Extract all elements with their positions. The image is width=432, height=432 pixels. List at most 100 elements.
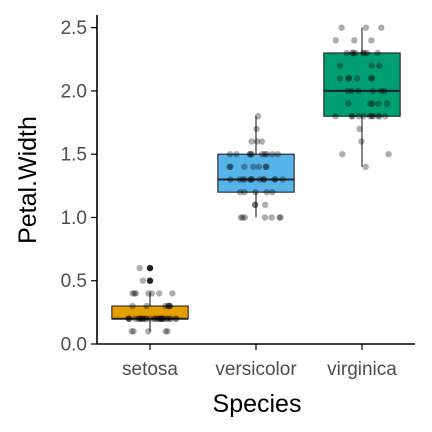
data-point <box>254 113 262 120</box>
data-point <box>368 62 375 69</box>
data-point <box>247 176 254 183</box>
data-point <box>253 125 260 133</box>
data-point <box>132 315 139 322</box>
data-point <box>236 189 244 196</box>
y-tick-label: 2.5 <box>61 18 87 39</box>
data-point <box>131 290 138 297</box>
data-point <box>360 113 367 120</box>
data-point <box>156 315 163 322</box>
data-point <box>157 315 165 322</box>
data-point <box>338 24 345 31</box>
data-point <box>239 214 246 221</box>
data-point <box>345 75 353 82</box>
data-point <box>151 315 158 322</box>
box-body <box>323 52 401 117</box>
data-point <box>368 113 376 120</box>
data-point <box>162 328 169 335</box>
data-point <box>382 113 389 120</box>
y-tick-label: 0.5 <box>61 271 87 292</box>
data-point <box>248 138 255 145</box>
data-point <box>226 163 233 170</box>
data-point <box>355 113 363 120</box>
data-point <box>344 87 351 95</box>
data-point <box>162 302 169 310</box>
data-point <box>145 290 152 297</box>
data-point <box>159 315 166 322</box>
data-point <box>138 315 145 322</box>
data-point <box>241 189 248 196</box>
data-point <box>251 201 259 208</box>
data-point <box>247 151 254 158</box>
data-point <box>368 75 375 82</box>
data-point <box>129 290 136 297</box>
data-point <box>378 24 385 31</box>
data-point <box>156 290 163 297</box>
data-point <box>263 163 270 170</box>
data-point <box>351 37 358 44</box>
data-point <box>164 328 171 335</box>
y-tick-label: 1.0 <box>61 208 87 229</box>
x-ticks: setosa versicolor virginica <box>122 344 397 380</box>
data-point <box>252 201 259 208</box>
data-point <box>165 302 172 310</box>
data-point <box>269 151 276 158</box>
data-point <box>147 315 154 322</box>
data-point <box>167 315 174 322</box>
data-point <box>136 315 143 322</box>
data-point <box>160 315 167 322</box>
data-point <box>172 315 179 322</box>
data-point <box>226 151 234 158</box>
data-point <box>362 163 369 170</box>
data-point <box>376 113 383 120</box>
data-point <box>348 113 355 120</box>
data-point <box>263 189 270 196</box>
data-point <box>345 100 352 107</box>
data-point <box>143 315 150 322</box>
data-point <box>261 214 269 221</box>
data-point <box>375 113 382 120</box>
data-point <box>129 302 136 310</box>
data-point <box>349 49 356 57</box>
data-point <box>163 315 171 322</box>
data-point <box>336 62 344 69</box>
y-axis-title: Petal.Width <box>14 116 42 244</box>
data-point <box>241 163 248 170</box>
data-point <box>163 315 171 322</box>
data-point <box>237 214 245 221</box>
data-point <box>383 100 391 107</box>
data-point <box>381 87 388 95</box>
data-point <box>142 315 149 322</box>
data-point <box>155 315 162 322</box>
data-point <box>262 201 269 208</box>
data-point <box>256 176 263 183</box>
data-point <box>137 315 144 322</box>
data-point <box>262 163 270 170</box>
data-point <box>136 264 143 272</box>
data-point <box>268 214 275 221</box>
data-point <box>247 176 254 183</box>
data-point <box>236 176 243 183</box>
outlier-point <box>146 264 154 272</box>
data-point <box>358 138 365 145</box>
data-point <box>367 100 374 107</box>
data-point <box>366 113 374 120</box>
data-point <box>148 290 156 297</box>
data-point <box>246 151 253 158</box>
data-point <box>173 315 180 322</box>
data-point <box>255 163 263 170</box>
data-point <box>227 176 234 183</box>
outlier-point <box>146 277 154 284</box>
data-point <box>352 49 359 57</box>
data-point <box>249 176 256 183</box>
box-virginica <box>323 27 401 167</box>
data-point <box>356 125 363 133</box>
data-point <box>153 315 161 322</box>
data-point <box>151 315 158 322</box>
data-point <box>349 49 357 57</box>
data-point <box>260 176 268 183</box>
data-point <box>140 315 147 322</box>
data-point <box>159 315 166 322</box>
boxes <box>111 27 401 332</box>
data-point <box>260 176 267 183</box>
data-point <box>368 37 375 44</box>
